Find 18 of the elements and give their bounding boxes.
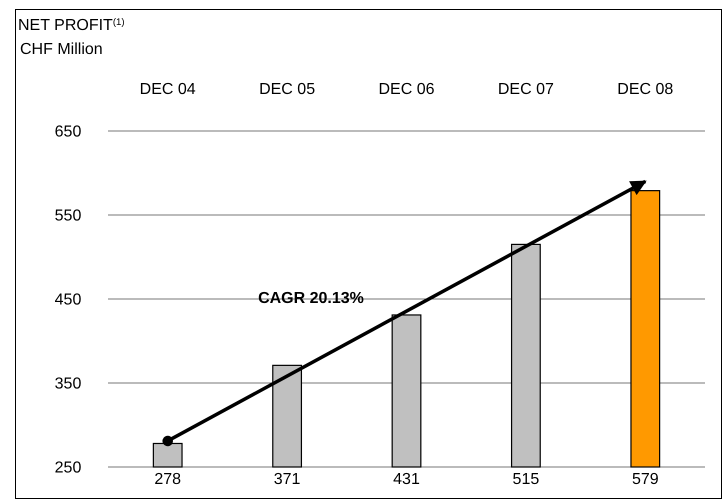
x-tick-label: DEC 08 bbox=[617, 81, 674, 98]
y-tick-label: 550 bbox=[54, 208, 82, 225]
data-label: 515 bbox=[512, 471, 540, 488]
y-tick-label: 650 bbox=[54, 124, 82, 141]
chart-subtitle: CHF Million bbox=[20, 41, 103, 58]
y-tick-label: 250 bbox=[54, 460, 82, 477]
x-tick-label: DEC 05 bbox=[259, 81, 316, 98]
x-tick-label: DEC 04 bbox=[140, 81, 196, 98]
chart-title: NET PROFIT$^{(1)}$ bbox=[18, 16, 125, 34]
y-tick-label: 350 bbox=[54, 376, 82, 393]
annotation: CAGR 20.13% bbox=[258, 290, 364, 307]
data-label: 431 bbox=[393, 471, 420, 488]
y-tick-label: 450 bbox=[54, 292, 82, 309]
data-label: 579 bbox=[632, 471, 659, 488]
data-label: 371 bbox=[274, 471, 301, 488]
x-tick-label: DEC 06 bbox=[378, 81, 435, 98]
data-label: 278 bbox=[154, 471, 182, 488]
x-tick-label: DEC 07 bbox=[498, 81, 554, 98]
